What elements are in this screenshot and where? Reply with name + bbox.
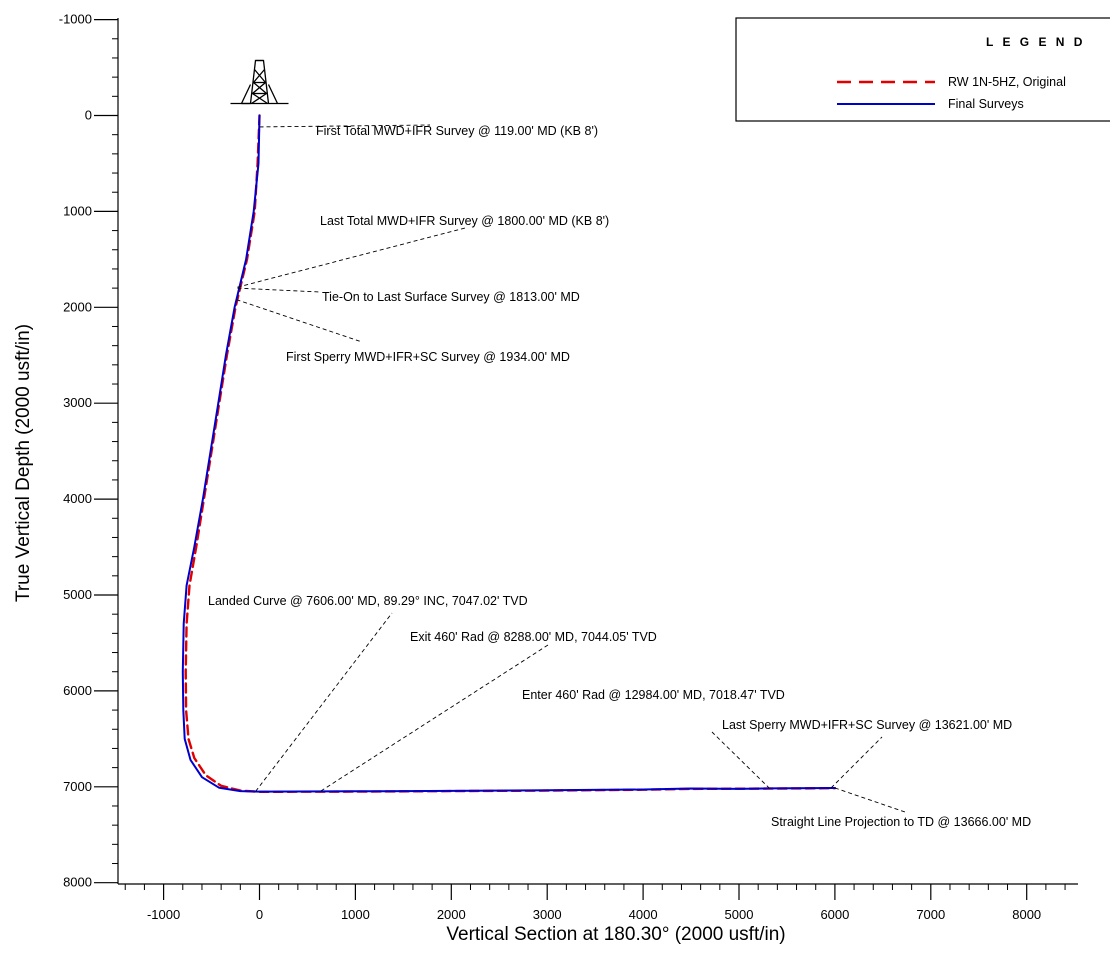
y-tick-label: -1000 — [59, 12, 92, 27]
annotation-label: First Sperry MWD+IFR+SC Survey @ 1934.00… — [286, 350, 570, 364]
x-axis-title: Vertical Section at 180.30° (2000 usft/i… — [446, 924, 785, 945]
annotation-label: Tie-On to Last Surface Survey @ 1813.00'… — [322, 290, 580, 304]
annotation-leader — [255, 612, 393, 792]
y-tick-label: 3000 — [63, 395, 92, 410]
legend: L E G E N D RW 1N-5HZ, Original Final Su… — [735, 17, 1110, 122]
x-tick-label: 6000 — [820, 907, 849, 922]
annotation-label: Enter 460' Rad @ 12984.00' MD, 7018.47' … — [522, 688, 785, 702]
annotation-leader — [237, 227, 466, 288]
axes: -1000 0 1000 2000 3000 4000 5000 6000 7000 8000 -1… — [59, 12, 1078, 922]
x-tick-label: -1000 — [147, 907, 180, 922]
annotation-label: Last Sperry MWD+IFR+SC Survey @ 13621.00… — [722, 718, 1012, 732]
series-layer — [181, 114, 837, 793]
x-tick-label: 7000 — [916, 907, 945, 922]
annotation-leader — [320, 644, 549, 792]
x-tick-label: 3000 — [533, 907, 562, 922]
rig-segment — [251, 69, 268, 105]
y-tick-label: 7000 — [63, 779, 92, 794]
legend-title: L E G E N D — [986, 35, 1085, 49]
legend-box — [735, 17, 1110, 122]
y-tick-label: 6000 — [63, 683, 92, 698]
annotation-leader — [236, 299, 363, 343]
series-final-surveys — [181, 114, 836, 793]
y-tick-label: 0 — [85, 108, 92, 123]
x-tick-label: 2000 — [437, 907, 466, 922]
y-tick-label: 8000 — [63, 875, 92, 890]
y-tick-label: 5000 — [63, 587, 92, 602]
annotation-label: First Total MWD+IFR Survey @ 119.00' MD … — [316, 124, 598, 138]
rig-segment — [267, 84, 279, 104]
y-tick-label: 1000 — [63, 203, 92, 218]
legend-label-original: RW 1N-5HZ, Original — [948, 75, 1066, 89]
annotation-leader — [711, 731, 771, 789]
annotation-label: Last Total MWD+IFR Survey @ 1800.00' MD … — [320, 214, 609, 228]
annotation-label: Straight Line Projection to TD @ 13666.0… — [771, 815, 1031, 829]
drilling-rig-icon — [230, 59, 289, 105]
annotation-label: Exit 460' Rad @ 8288.00' MD, 7044.05' TV… — [410, 630, 657, 644]
y-tick-label: 2000 — [63, 299, 92, 314]
annotation-leader — [259, 124, 431, 128]
annotation-leader — [237, 287, 321, 293]
x-tick-label: 8000 — [1012, 907, 1041, 922]
annotations: First Total MWD+IFR Survey @ 119.00' MD … — [208, 124, 1031, 829]
x-tick-label: 4000 — [629, 907, 658, 922]
y-axis-title: True Vertical Depth (2000 usft/in) — [13, 324, 34, 602]
x-tick-label: 0 — [256, 907, 263, 922]
x-tick-label: 1000 — [341, 907, 370, 922]
annotation-leader — [834, 787, 906, 813]
annotation-leader — [830, 736, 883, 789]
legend-label-final-surveys: Final Surveys — [948, 97, 1024, 111]
annotation-label: Landed Curve @ 7606.00' MD, 89.29° INC, … — [208, 594, 528, 608]
y-tick-label: 4000 — [63, 491, 92, 506]
x-tick-label: 5000 — [725, 907, 754, 922]
rig-segment — [240, 84, 252, 104]
